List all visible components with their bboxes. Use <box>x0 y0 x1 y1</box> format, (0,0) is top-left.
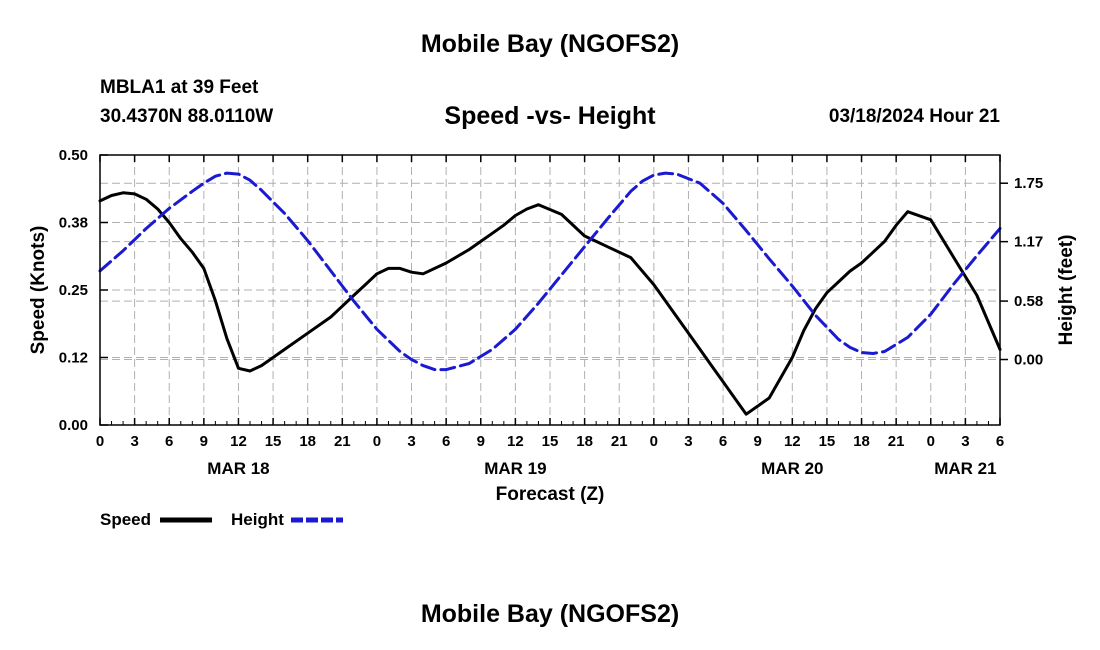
y-tick-label: 0.00 <box>59 417 88 434</box>
x-tick-label: 18 <box>576 433 593 450</box>
x-tick-label: 3 <box>407 433 415 450</box>
y-tick-label: 0.25 <box>59 282 88 299</box>
x-date-label: MAR 19 <box>484 459 546 478</box>
station-label: MBLA1 at 39 Feet <box>100 77 259 98</box>
x-tick-label: 0 <box>650 433 658 450</box>
legend-height-label: Height <box>231 510 284 529</box>
chart-footer-title: Mobile Bay (NGOFS2) <box>420 600 680 628</box>
x-tick-label: 18 <box>853 433 870 450</box>
x-tick-label: 9 <box>477 433 485 450</box>
x-tick-label: 0 <box>373 433 381 450</box>
x-tick-label: 12 <box>230 433 247 450</box>
x-date-label: MAR 21 <box>934 459 996 478</box>
y2-tick-label: 1.75 <box>1014 175 1043 192</box>
chart-subtitle: Speed -vs- Height <box>444 102 656 130</box>
x-tick-label: 12 <box>507 433 524 450</box>
y2-axis-label: Height (feet) <box>1056 235 1077 346</box>
x-tick-label: 0 <box>96 433 104 450</box>
y-tick-label: 0.50 <box>59 147 88 164</box>
grid-lines <box>100 154 1000 425</box>
x-tick-label: 15 <box>819 433 836 450</box>
x-tick-label: 6 <box>996 433 1004 450</box>
x-tick-label: 15 <box>265 433 282 450</box>
x-tick-label: 3 <box>961 433 969 450</box>
x-date-label: MAR 20 <box>761 459 823 478</box>
x-tick-label: 6 <box>442 433 450 450</box>
y2-tick-label: 0.58 <box>1014 293 1043 310</box>
y2-tick-label: 0.00 <box>1014 352 1043 369</box>
x-tick-label: 0 <box>927 433 935 450</box>
x-tick-label: 9 <box>200 433 208 450</box>
chart-main-title: Mobile Bay (NGOFS2) <box>420 30 680 58</box>
station-coordinates: 30.4370N 88.0110W <box>100 106 274 127</box>
x-tick-label: 21 <box>611 433 628 450</box>
x-tick-label: 3 <box>684 433 692 450</box>
x-axis-label: Forecast (Z) <box>496 484 605 505</box>
x-tick-label: 6 <box>719 433 727 450</box>
x-date-label: MAR 18 <box>207 459 269 478</box>
x-tick-label: 6 <box>165 433 173 450</box>
x-tick-label: 21 <box>334 433 351 450</box>
x-tick-label: 3 <box>130 433 138 450</box>
series-lines <box>98 171 1002 416</box>
y-axis-label: Speed (Knots) <box>28 226 49 355</box>
y2-tick-label: 1.17 <box>1014 234 1043 251</box>
legend-speed-label: Speed <box>100 510 152 529</box>
x-tick-label: 18 <box>299 433 316 450</box>
height-series-line <box>98 171 1002 372</box>
y-tick-label: 0.12 <box>59 350 88 367</box>
x-tick-label: 12 <box>784 433 801 450</box>
y-tick-label: 0.38 <box>59 215 88 232</box>
x-tick-label: 9 <box>754 433 762 450</box>
axes: 0 3 6 9 12 15 18 21 0 3 6 9 12 15 18 21 0 3 6 9 12 15 18 21 0 3 6M… <box>59 147 1043 478</box>
speed-series-line <box>98 191 1002 416</box>
forecast-date: 03/18/2024 Hour 21 <box>828 106 1000 127</box>
x-tick-label: 15 <box>542 433 559 450</box>
x-tick-label: 21 <box>888 433 905 450</box>
